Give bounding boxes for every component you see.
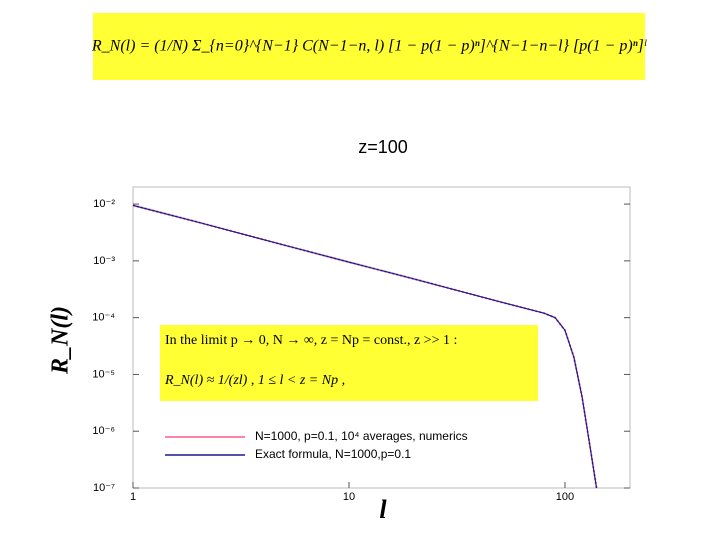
y-tick-label: 10⁻⁷: [93, 482, 115, 494]
annotation: In the limit p → 0, N → ∞, z = Np = cons…: [165, 333, 457, 348]
x-tick-label: 100: [556, 491, 574, 503]
formula: R_N(l) = (1/N) Σ_{n=0}^{N−1} C(N−1−n, l)…: [91, 38, 647, 55]
y-tick-label: 10⁻³: [93, 255, 115, 267]
x-tick-label: 1: [130, 491, 136, 503]
y-tick-label: 10⁻²: [93, 198, 115, 210]
legend-label: N=1000, p=0.1, 10⁴ averages, numerics: [255, 429, 468, 443]
legend-label: Exact formula, N=1000,p=0.1: [255, 447, 411, 461]
annotation: R_N(l) ≈ 1/(zl) , 1 ≤ l < z = Np ,: [164, 373, 345, 388]
chart-title: z=100: [358, 137, 408, 157]
y-axis-label: R_N(l): [48, 306, 74, 375]
formula-box: [93, 13, 645, 80]
y-tick-label: 10⁻⁶: [92, 425, 115, 437]
y-tick-label: 10⁻⁵: [92, 368, 115, 380]
annotation-box: [160, 325, 538, 401]
x-tick-label: 10: [343, 491, 355, 503]
y-tick-label: 10⁻⁴: [92, 312, 115, 324]
x-axis-label: l: [379, 495, 387, 524]
series-line: [132, 204, 598, 489]
